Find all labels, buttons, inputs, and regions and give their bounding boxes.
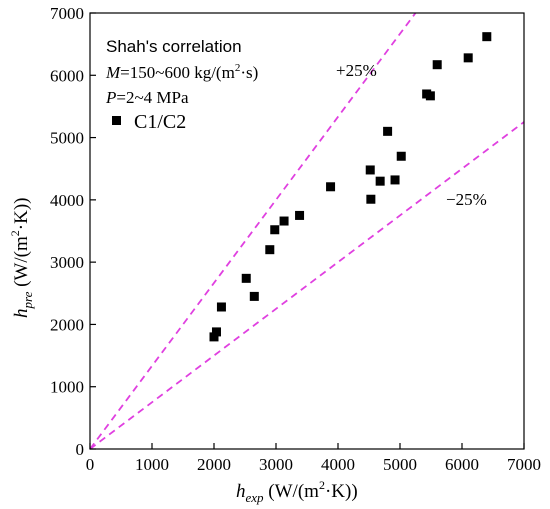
y-tick-label: 5000: [50, 129, 84, 148]
y-tick-label: 4000: [50, 191, 84, 210]
data-point: [366, 194, 376, 204]
data-point: [326, 182, 336, 192]
x-tick-label: 6000: [445, 455, 479, 474]
minus25-line: [89, 121, 525, 450]
plus25-line-label: +25%: [336, 61, 377, 80]
x-tick-label: 4000: [321, 455, 355, 474]
x-axis-title: hexp (W/(m2·K)): [236, 478, 358, 505]
data-point: [425, 91, 435, 101]
y-tick-label: 1000: [50, 378, 84, 397]
x-tick-label: 5000: [383, 455, 417, 474]
data-point: [396, 151, 406, 161]
y-tick-label: 2000: [50, 315, 84, 334]
plot-area-frame: [89, 12, 525, 450]
data-point: [265, 245, 275, 255]
data-point: [463, 53, 473, 63]
axis-ticks: [89, 12, 525, 450]
legend-label: C1/C2: [134, 111, 186, 133]
y-tick-label: 0: [76, 440, 85, 459]
y-tick-label: 6000: [50, 66, 84, 85]
data-point: [375, 176, 385, 186]
tick-labels: 0 1000 2000 3000 4000 5000 6000 7000 0 1000 2000 30…: [50, 4, 541, 474]
data-point: [216, 302, 226, 312]
x-tick-label: 7000: [507, 455, 541, 474]
plus25-line: [89, 12, 417, 450]
data-point: [390, 175, 400, 185]
pressure-range: P=2~4 MPa: [105, 88, 189, 107]
data-point: [241, 273, 251, 283]
legend-marker: [112, 116, 121, 125]
reference-lines: [89, 12, 525, 450]
data-point: [482, 32, 492, 42]
legend: C1/C2: [112, 111, 186, 133]
mass-flux-range: M=150~600 kg/(m2·s): [105, 62, 258, 82]
x-tick-label: 1000: [135, 455, 169, 474]
data-point: [432, 60, 442, 70]
x-tick-label: 0: [86, 455, 95, 474]
data-points: [209, 32, 492, 342]
y-tick-label: 7000: [50, 4, 84, 23]
x-tick-label: 3000: [259, 455, 293, 474]
data-point: [209, 332, 219, 342]
minus25-line-label: −25%: [446, 190, 487, 209]
data-point: [279, 216, 289, 226]
data-point: [211, 327, 221, 337]
data-point: [295, 210, 305, 220]
data-point: [270, 225, 280, 235]
data-point: [365, 165, 375, 175]
x-tick-label: 2000: [197, 455, 231, 474]
y-tick-label: 3000: [50, 253, 84, 272]
y-axis-title: hpre (W/(m2·K)): [8, 198, 35, 318]
data-point: [249, 291, 259, 301]
correlation-name: Shah's correlation: [106, 37, 242, 56]
data-point: [383, 126, 393, 136]
